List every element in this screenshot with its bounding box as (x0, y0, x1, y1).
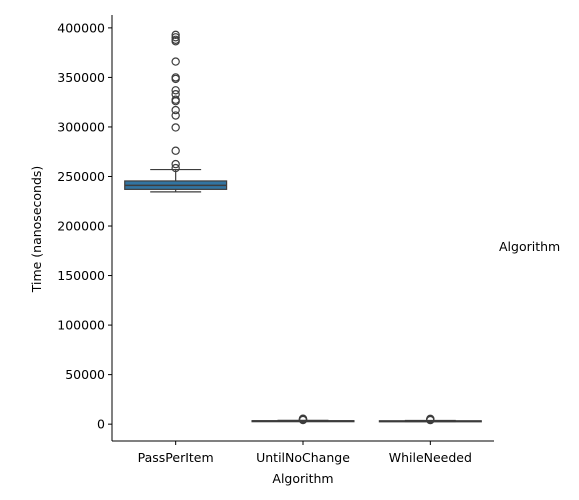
outlier-point (171, 73, 180, 82)
axes (111, 15, 494, 442)
outlier-point (426, 414, 435, 424)
y-tick-label: 50000 (65, 367, 105, 382)
outlier-point (171, 95, 180, 104)
boxes (124, 30, 482, 425)
y-tick-label: 300000 (57, 119, 105, 134)
outlier-point (171, 90, 180, 99)
y-axis-title: Time (nanoseconds) (29, 166, 44, 294)
y-tick-label: 350000 (57, 70, 105, 85)
outlier-point (171, 33, 180, 42)
y-tick-label: 400000 (57, 20, 105, 35)
outlier-point (171, 30, 180, 40)
box-group (124, 30, 228, 193)
outlier-point (298, 414, 308, 423)
x-axis-title: Algorithm (272, 471, 333, 486)
y-ticks: 0 50000 100000 150000 200000 250000 300000 3500… (57, 20, 112, 432)
x-tick-label: WhileNeeded (389, 450, 472, 465)
outlier-point (171, 57, 180, 66)
outlier-point (171, 35, 180, 44)
outlier-point (171, 163, 180, 173)
outlier-point (171, 105, 180, 115)
y-tick-label: 150000 (57, 268, 105, 283)
x-ticks: PassPerItem UntilNoChange WhileNeeded (138, 441, 472, 465)
box-group (251, 414, 355, 425)
outlier-point (171, 111, 180, 120)
outlier-point (171, 123, 180, 132)
box-group (378, 414, 482, 425)
y-tick-label: 0 (97, 417, 105, 432)
y-tick-label: 200000 (57, 219, 105, 234)
x-tick-label: UntilNoChange (256, 450, 350, 465)
x-tick-label: PassPerItem (138, 450, 214, 465)
y-tick-label: 100000 (57, 318, 105, 333)
outlier-point (171, 86, 180, 95)
outlier-point (171, 159, 180, 169)
outlier-point (171, 146, 180, 155)
legend-title: Algorithm (499, 239, 560, 254)
y-tick-label: 250000 (57, 169, 105, 184)
